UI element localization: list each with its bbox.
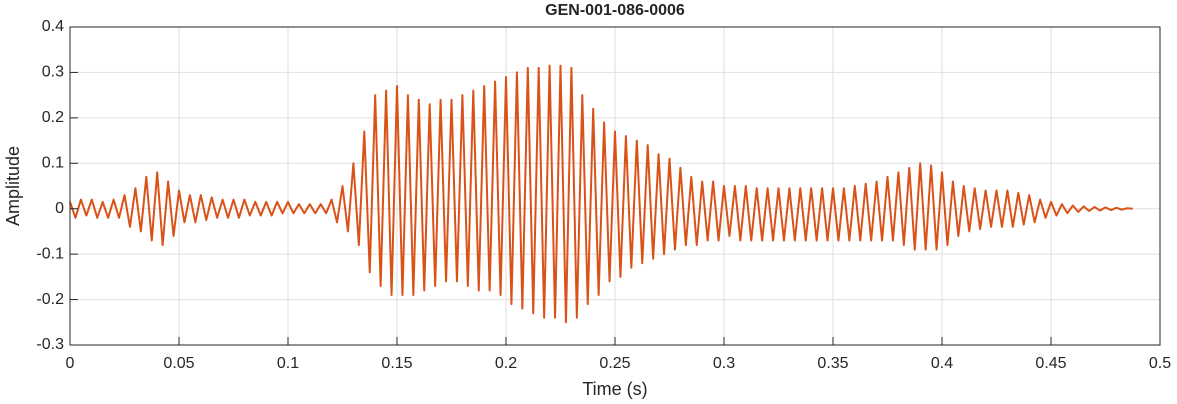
y-tick-label: 0 — [55, 200, 64, 217]
ticks: 0 0.05 0.1 0.15 0.2 0.25 0.3 0.35 0.4 0.45 0.5 -0.3… — [36, 18, 1171, 372]
x-tick-label: 0.5 — [1149, 355, 1171, 372]
x-tick-label: 0.25 — [599, 355, 630, 372]
x-tick-label: 0.35 — [817, 355, 848, 372]
y-axis-label: Amplitude — [3, 146, 23, 226]
y-tick-label: 0.1 — [42, 155, 64, 172]
x-axis-label: Time (s) — [582, 379, 647, 399]
y-tick-label: 0.2 — [42, 109, 64, 126]
x-tick-label: 0.4 — [931, 355, 953, 372]
waveform-line — [69, 64, 1133, 324]
x-tick-label: 0 — [66, 355, 75, 372]
y-tick-label: -0.2 — [36, 291, 64, 308]
x-tick-label: 0.05 — [163, 355, 194, 372]
x-tick-label: 0.15 — [381, 355, 412, 372]
plot-area — [69, 64, 1133, 324]
y-tick-label: -0.3 — [36, 336, 64, 353]
y-tick-label: 0.3 — [42, 64, 64, 81]
y-tick-label: 0.4 — [42, 18, 64, 35]
x-tick-label: 0.45 — [1035, 355, 1066, 372]
x-tick-label: 0.3 — [713, 355, 735, 372]
x-tick-label: 0.2 — [495, 355, 517, 372]
y-tick-label: -0.1 — [36, 245, 64, 262]
chart-title: GEN-001-086-0006 — [545, 2, 685, 19]
x-tick-label: 0.1 — [277, 355, 299, 372]
